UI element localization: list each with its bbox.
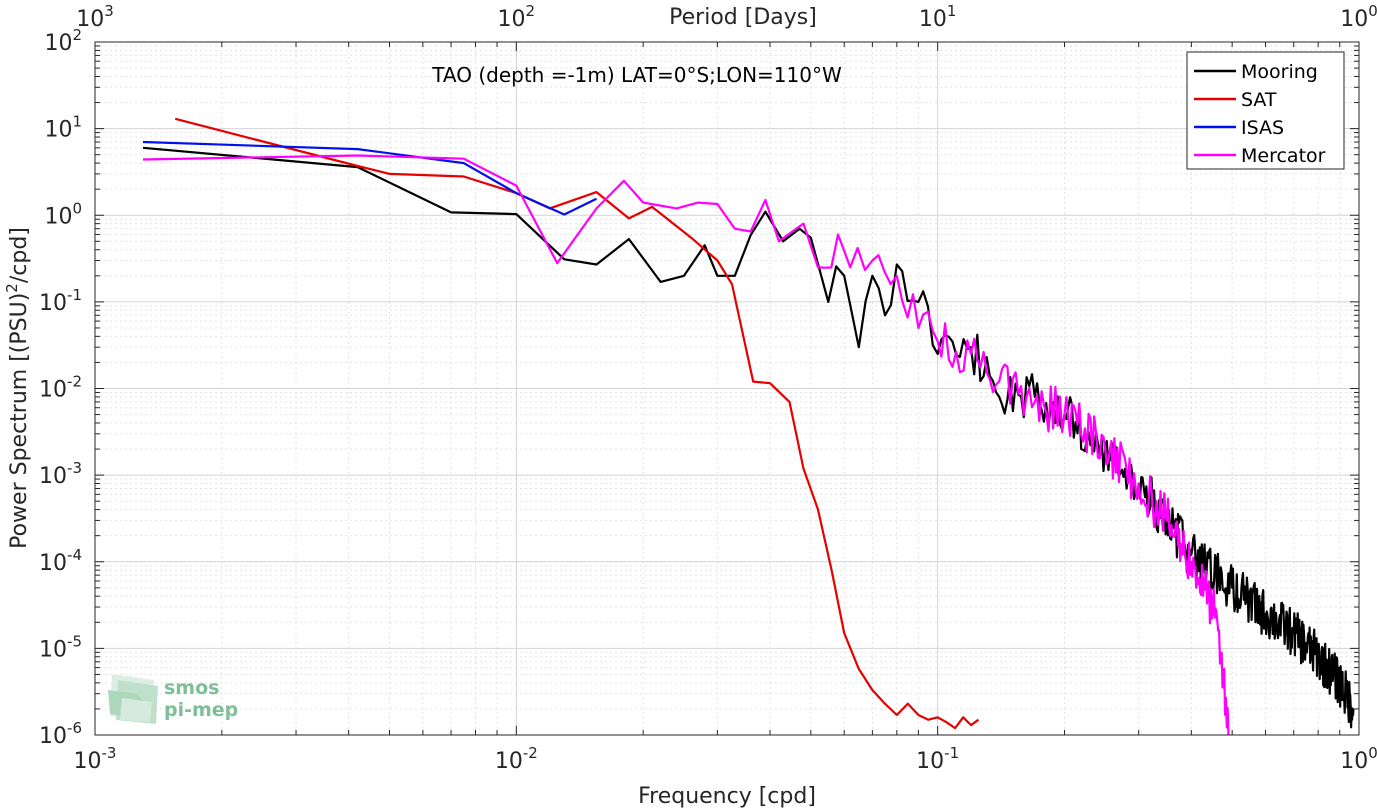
- y-tick-label-base: 10: [39, 637, 67, 662]
- top-axis-label: Period [Days]: [669, 5, 817, 30]
- y-axis-label-base: Power Spectrum [(PSU): [7, 293, 32, 549]
- series-line-mercator: [142, 154, 1230, 736]
- y-tick-label-exp: -6: [67, 719, 82, 737]
- x-axis-label: Frequency [cpd]: [638, 784, 816, 809]
- legend-label-sat: SAT: [1241, 89, 1277, 111]
- y-tick-label: 100: [44, 199, 82, 229]
- top-tick-label-base: 10: [498, 7, 526, 32]
- y-tick-label-exp: 1: [72, 113, 82, 131]
- x-tick-label-base: 10: [1340, 749, 1368, 774]
- y-tick-label-exp: 0: [72, 199, 82, 217]
- legend: Mooring SAT ISAS Mercator: [1186, 51, 1345, 170]
- y-tick-label-exp: -4: [67, 546, 82, 564]
- series-line-isas: [142, 140, 597, 216]
- x-tick-label-base: 10: [916, 749, 944, 774]
- y-tick-label-base: 10: [39, 378, 67, 403]
- x-tick-label-exp: 0: [1368, 744, 1377, 762]
- legend-label-mercator: Mercator: [1241, 145, 1326, 167]
- legend-label-isas: ISAS: [1241, 117, 1284, 139]
- y-tick-label-base: 10: [44, 118, 72, 143]
- y-tick-label-base: 10: [39, 551, 67, 576]
- chart-title: TAO (depth =-1m) LAT=0°S;LON=110°W: [431, 63, 842, 87]
- top-tick-label-base: 10: [1340, 7, 1368, 32]
- y-tick-label-exp: 2: [72, 26, 82, 44]
- y-tick-label: 101: [44, 113, 82, 143]
- series-line-mooring: [142, 146, 1355, 729]
- y-tick-label-base: 10: [44, 31, 72, 56]
- series-line-sat: [174, 117, 980, 730]
- top-tick-label: 101: [919, 2, 957, 32]
- y-axis-label: Power Spectrum [(PSU)2/cpd]: [3, 227, 32, 549]
- top-tick-label: 103: [76, 2, 114, 32]
- series-layer: [142, 117, 1355, 736]
- y-axis-label-tail: /cpd]: [7, 227, 32, 283]
- y-axis-label-sup: 2: [3, 283, 21, 293]
- y-tick-label: 10-5: [39, 632, 82, 662]
- legend-label-mooring: Mooring: [1241, 61, 1318, 83]
- x-tick-label: 10-1: [916, 744, 959, 774]
- x-tick-label: 10-2: [495, 744, 538, 774]
- top-tick-label-exp: 1: [947, 2, 957, 20]
- logo-line2: pi-mep: [164, 699, 238, 721]
- top-tick-label-exp: 3: [104, 2, 114, 20]
- y-tick-label: 102: [44, 26, 82, 56]
- y-tick-label: 10-6: [39, 719, 82, 749]
- x-tick-label: 100: [1340, 744, 1377, 774]
- top-tick-label-exp: 0: [1368, 2, 1377, 20]
- top-tick-label: 102: [498, 2, 536, 32]
- smos-pi-mep-logo: smos pi-mep: [108, 674, 238, 724]
- legend-items: Mooring SAT ISAS Mercator: [1194, 61, 1326, 167]
- y-tick-label-base: 10: [39, 724, 67, 749]
- top-tick-labels: 103 102 101 100: [76, 2, 1377, 32]
- y-tick-label: 10-4: [39, 546, 82, 576]
- x-tick-label-exp: -2: [523, 744, 538, 762]
- axis-ticks: [94, 41, 1360, 736]
- x-tick-label-base: 10: [495, 749, 523, 774]
- top-tick-label-base: 10: [919, 7, 947, 32]
- top-tick-label: 100: [1340, 2, 1377, 32]
- logo-line1: smos: [164, 677, 219, 699]
- y-tick-label-base: 10: [39, 464, 67, 489]
- x-tick-label: 10-3: [74, 744, 117, 774]
- y-tick-label-exp: -5: [67, 632, 82, 650]
- logo-icon: [108, 674, 158, 724]
- top-tick-label-base: 10: [76, 7, 104, 32]
- x-tick-label-base: 10: [74, 749, 102, 774]
- x-tick-labels: 10-3 10-2 10-1 100: [74, 744, 1377, 774]
- y-tick-label-exp: -1: [67, 286, 82, 304]
- y-tick-label: 10-2: [39, 373, 82, 403]
- x-tick-label-exp: -3: [102, 744, 117, 762]
- y-tick-label: 10-1: [39, 286, 82, 316]
- top-tick-label-exp: 2: [526, 2, 536, 20]
- x-tick-label-exp: -1: [944, 744, 959, 762]
- y-tick-label-base: 10: [39, 291, 67, 316]
- y-tick-label-exp: -2: [67, 373, 82, 391]
- y-tick-label: 10-3: [39, 459, 82, 489]
- y-tick-label-exp: -3: [67, 459, 82, 477]
- y-tick-label-base: 10: [44, 204, 72, 229]
